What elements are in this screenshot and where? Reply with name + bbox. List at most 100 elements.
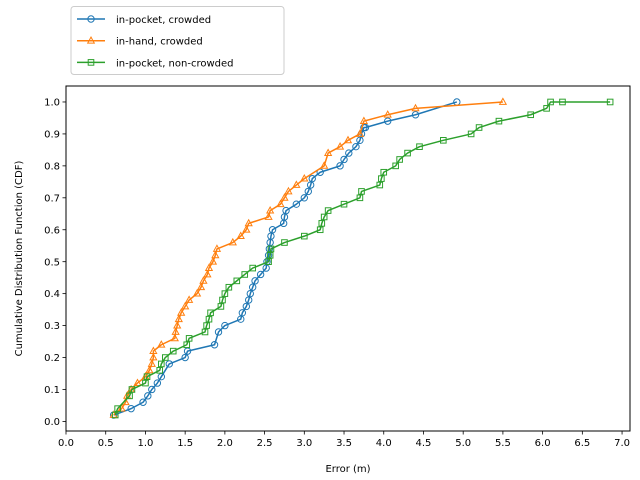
data-point xyxy=(142,379,149,387)
y-tick-label: 0.1 xyxy=(44,385,60,396)
data-point xyxy=(292,200,301,208)
data-point xyxy=(158,360,165,368)
legend-marker xyxy=(87,59,95,66)
data-point xyxy=(249,264,256,272)
data-point xyxy=(174,314,183,323)
data-point xyxy=(316,226,324,234)
data-point xyxy=(128,386,136,393)
data-point xyxy=(199,276,208,284)
data-point xyxy=(147,359,156,367)
data-point xyxy=(300,174,309,182)
y-tick-label: 0.9 xyxy=(44,130,60,141)
x-tick-label: 2.0 xyxy=(217,438,233,449)
data-point xyxy=(212,244,222,252)
data-point xyxy=(280,193,289,201)
legend-marker xyxy=(86,36,96,44)
data-point xyxy=(256,270,265,279)
data-point xyxy=(378,175,385,182)
data-point xyxy=(267,245,275,253)
data-point xyxy=(356,194,364,202)
data-point xyxy=(219,296,226,304)
data-point xyxy=(304,187,312,196)
data-point xyxy=(376,181,384,189)
data-point xyxy=(205,315,213,323)
legend-marker xyxy=(87,15,95,23)
data-point xyxy=(114,405,121,412)
x-tick-label: 5.5 xyxy=(495,438,511,449)
data-point xyxy=(323,148,333,156)
data-point xyxy=(396,156,403,163)
series-layer xyxy=(109,97,614,419)
data-point xyxy=(384,117,392,125)
y-tick-label: 0.8 xyxy=(44,161,60,172)
data-point xyxy=(241,271,249,278)
data-point xyxy=(475,124,483,131)
legend-frame xyxy=(70,6,285,75)
data-point xyxy=(320,161,329,169)
data-point xyxy=(282,206,290,215)
data-point xyxy=(156,367,164,374)
data-point xyxy=(144,392,152,400)
y-axis-title: Cumulative Distribution Function (CDF) xyxy=(14,161,25,357)
data-point xyxy=(251,277,259,285)
x-tick-label: 6.5 xyxy=(574,438,590,449)
plot-frame xyxy=(65,85,631,432)
data-point xyxy=(320,213,328,221)
data-point xyxy=(111,411,119,419)
data-point xyxy=(355,129,365,137)
data-point xyxy=(211,250,220,259)
data-point xyxy=(336,162,344,170)
data-point xyxy=(238,309,247,317)
data-point xyxy=(145,365,154,374)
data-point xyxy=(184,295,194,303)
x-tick-label: 6.0 xyxy=(535,438,551,449)
data-point xyxy=(301,232,308,240)
data-point xyxy=(340,200,348,208)
x-tick-label: 0.0 xyxy=(58,438,74,449)
data-point xyxy=(498,97,508,105)
x-tick-label: 7.0 xyxy=(614,438,630,449)
data-point xyxy=(181,301,190,310)
data-point xyxy=(185,335,193,342)
data-point xyxy=(173,320,182,329)
data-point xyxy=(201,328,209,336)
data-point xyxy=(340,155,348,164)
data-point xyxy=(281,239,288,246)
data-point xyxy=(324,207,332,214)
ticks-layer: 0.0 0.5 1.0 1.5 2.0 2.5 3.0 3.5 4.0 4.5 5.0 5.5 6.0 6… xyxy=(44,98,630,449)
data-point xyxy=(204,263,214,271)
data-point xyxy=(242,302,251,311)
data-point xyxy=(268,226,277,234)
data-point xyxy=(228,237,237,246)
data-point xyxy=(242,225,251,233)
data-point xyxy=(139,398,147,406)
data-point xyxy=(225,283,233,291)
data-point xyxy=(208,257,218,265)
data-point xyxy=(248,283,257,291)
data-point xyxy=(221,290,229,297)
data-point xyxy=(411,111,420,119)
y-tick-label: 0.0 xyxy=(44,417,60,428)
y-tick-label: 0.7 xyxy=(44,193,60,204)
data-point xyxy=(266,205,275,214)
data-point xyxy=(233,277,241,285)
data-point xyxy=(380,168,388,176)
data-point xyxy=(170,333,179,342)
data-point xyxy=(149,352,158,361)
data-point xyxy=(181,353,189,362)
data-point xyxy=(547,98,554,106)
data-point xyxy=(171,327,180,335)
data-point xyxy=(169,347,177,355)
data-point xyxy=(165,360,173,368)
data-point xyxy=(266,252,274,259)
data-point xyxy=(352,142,360,151)
data-point xyxy=(606,98,614,106)
data-point xyxy=(203,269,212,278)
data-point xyxy=(148,385,156,394)
data-point xyxy=(264,212,273,220)
data-point xyxy=(207,309,214,317)
data-point xyxy=(276,199,285,208)
data-point xyxy=(527,111,535,119)
